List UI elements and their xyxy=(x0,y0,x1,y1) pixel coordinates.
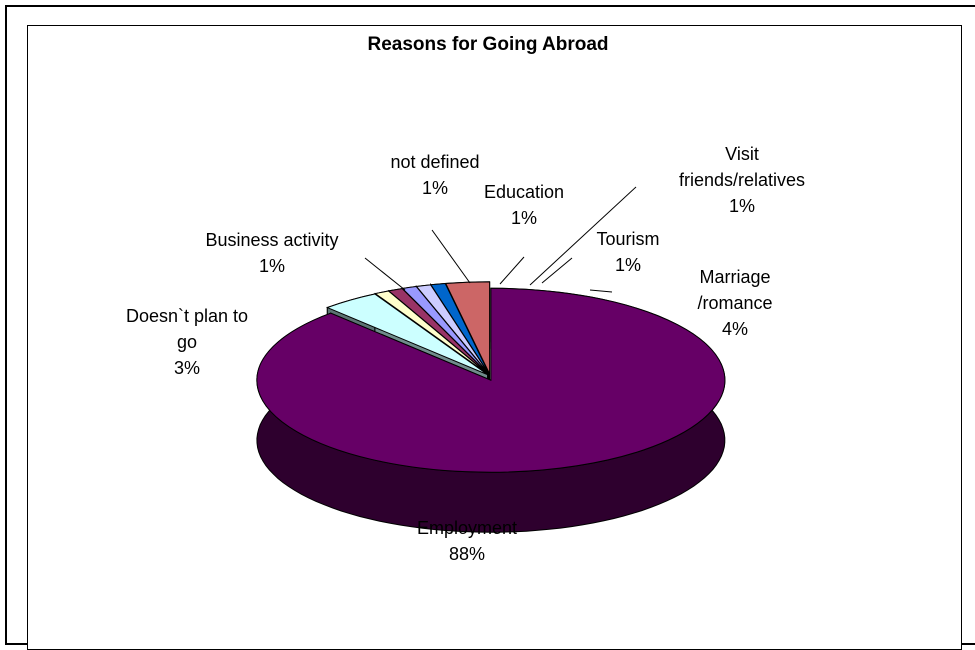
slice-label-line: go xyxy=(177,332,197,352)
slice-label: Business activity 1% xyxy=(205,230,338,276)
slice-label-line: Marriage xyxy=(699,267,770,287)
leader-line xyxy=(529,186,637,286)
slice-label-line: Tourism xyxy=(596,229,659,249)
slice-label: not defined 1% xyxy=(390,152,479,198)
slice-label-line: Business activity xyxy=(205,230,338,250)
slice-label: Education 1% xyxy=(484,182,564,228)
slice-label-line: /romance xyxy=(697,293,772,313)
slice-percent: 3% xyxy=(174,358,200,378)
slice-percent: 88% xyxy=(449,544,485,564)
slice-percent: 1% xyxy=(422,178,448,198)
slice-label: Employment 88% xyxy=(417,518,517,564)
slice-percent: 1% xyxy=(615,255,641,275)
slice-label-line: not defined xyxy=(390,152,479,172)
slice-label-line: friends/relatives xyxy=(679,170,805,190)
leader-line xyxy=(589,289,613,293)
pie-slice xyxy=(256,287,726,533)
pie-layer xyxy=(256,281,726,533)
slice-percent: 1% xyxy=(511,208,537,228)
slice-label: Tourism 1% xyxy=(596,229,659,275)
slice-percent: 1% xyxy=(259,256,285,276)
slice-label-line: Doesn`t plan to xyxy=(126,306,248,326)
slice-percent: 4% xyxy=(722,319,748,339)
slice-label-line: Employment xyxy=(417,518,517,538)
slice-labels: Employment 88% Marriage/romance 4% Tourism 1%… xyxy=(126,144,805,564)
slice-percent: 1% xyxy=(729,196,755,216)
leader-line xyxy=(364,257,406,291)
slice-label: Marriage/romance 4% xyxy=(697,267,772,339)
leader-line xyxy=(431,229,471,284)
leader-lines xyxy=(364,186,637,293)
chart-title: Reasons for Going Abroad xyxy=(367,34,608,55)
leader-line xyxy=(499,256,525,285)
slice-label-line: Visit xyxy=(725,144,759,164)
slice-label: Visit friends/relatives 1% xyxy=(679,144,805,216)
leader-line xyxy=(541,257,573,284)
slice-label: Doesn`t plan to go 3% xyxy=(126,306,248,378)
slice-label-line: Education xyxy=(484,182,564,202)
